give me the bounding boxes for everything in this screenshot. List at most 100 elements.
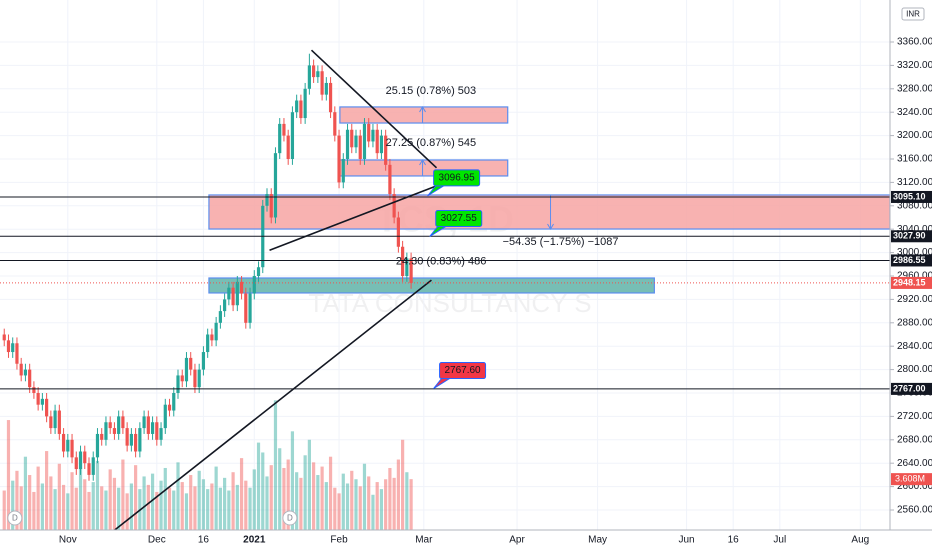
last-price-label: 2948.15: [893, 277, 926, 287]
volume-bar: [129, 483, 133, 530]
candle-body: [227, 287, 231, 300]
volume-bar: [28, 475, 32, 530]
y-tick-label: 3240.00: [897, 107, 932, 118]
candle-body: [345, 129, 350, 159]
candle-body: [328, 82, 333, 113]
volume-bar: [19, 486, 23, 530]
candle-body: [95, 433, 100, 458]
volume-bar: [180, 482, 184, 530]
candle-body: [350, 129, 354, 148]
candle-body: [2, 334, 6, 341]
volume-bar: [91, 482, 95, 530]
volume-bar: [337, 493, 341, 530]
candle-body: [11, 343, 15, 353]
volume-bar: [324, 482, 328, 530]
candle-body: [61, 433, 66, 452]
y-tick-label: 3120.00: [897, 177, 932, 188]
volume-bar: [265, 476, 269, 530]
candle-body: [299, 100, 303, 119]
x-tick-label: Jun: [679, 535, 695, 546]
volume-bar: [176, 462, 180, 530]
y-tick-label: 2840.00: [897, 341, 932, 352]
volume-bar: [32, 491, 36, 530]
candle-body: [159, 428, 163, 440]
volume-bar: [117, 487, 121, 530]
candle-body: [91, 457, 95, 475]
candle-body: [320, 71, 324, 95]
candle-body: [28, 369, 32, 388]
candle-body: [32, 387, 36, 393]
volume-bar: [269, 465, 273, 530]
candle-body: [142, 416, 146, 429]
y-tick-label: 3200.00: [897, 130, 932, 141]
candle-body: [36, 392, 40, 405]
volume-bar: [210, 483, 214, 530]
volume-bar: [87, 491, 91, 530]
candle-body: [379, 135, 384, 154]
volume-bar: [121, 459, 125, 530]
volume-bar: [409, 479, 413, 530]
candle-body: [396, 217, 400, 247]
price-label-bg: [891, 254, 932, 267]
candle-body: [282, 123, 286, 136]
volume-bar: [278, 448, 282, 530]
x-tick-label: 16: [728, 535, 740, 546]
measure-arrow-head: [419, 105, 426, 113]
volume-bar: [248, 487, 252, 530]
volume-bar: [159, 480, 163, 530]
volume-bar: [78, 455, 83, 530]
candle-body: [6, 340, 11, 353]
candle-body: [286, 135, 290, 159]
candle-body: [83, 451, 87, 464]
candle-body: [163, 404, 167, 429]
candle-body: [49, 416, 53, 429]
candle-body: [375, 129, 379, 154]
candle-body: [100, 433, 104, 440]
volume-bar: [142, 476, 146, 530]
volume-bar: [256, 442, 261, 530]
volume-bar: [333, 487, 337, 530]
y-tick-label: 3040.00: [897, 224, 932, 235]
candle-body: [290, 112, 295, 159]
candle-body: [214, 322, 218, 341]
candle-body: [333, 112, 337, 136]
callout-box: [433, 169, 481, 187]
y-tick-label: 2680.00: [897, 434, 932, 445]
candle-body: [189, 357, 193, 370]
candle-body: [392, 194, 396, 218]
zone: [339, 106, 509, 124]
candle-body: [23, 369, 28, 376]
price-label: 3095.10: [893, 191, 926, 201]
price-label-bg: [891, 230, 932, 243]
candle-body: [337, 135, 341, 183]
volume-bar: [244, 480, 248, 530]
candle-body: [405, 258, 409, 276]
measurement-label: 27.25 (0.87%) 545: [386, 137, 477, 149]
dividend-marker: [7, 510, 23, 526]
volume-bar: [189, 475, 193, 530]
candle-body: [265, 194, 269, 206]
x-tick-label: Apr: [509, 535, 525, 546]
volume-bar: [2, 490, 6, 530]
price-axis-panel: [890, 0, 932, 550]
volume-bar: [53, 489, 57, 530]
volume-bar: [49, 476, 53, 530]
candle-body: [244, 293, 248, 323]
volume-bar: [125, 493, 129, 530]
y-tick-label: 2920.00: [897, 294, 932, 305]
volume-bar: [384, 479, 388, 530]
volume-bar: [328, 456, 333, 530]
candle-body: [384, 135, 388, 165]
x-tick-label: Mar: [415, 535, 433, 546]
price-label: 3027.90: [893, 231, 926, 241]
x-tick-label: Dec: [148, 535, 166, 546]
volume-bar: [388, 467, 392, 530]
candle-body: [295, 100, 299, 113]
volume-bar: [286, 459, 290, 530]
volume-bar: [57, 463, 61, 530]
volume-bar: [312, 462, 316, 530]
volume-bar: [405, 472, 409, 530]
volume-bar: [295, 472, 299, 530]
y-tick-label: 2600.00: [897, 481, 932, 492]
volume-bar: [95, 460, 100, 530]
